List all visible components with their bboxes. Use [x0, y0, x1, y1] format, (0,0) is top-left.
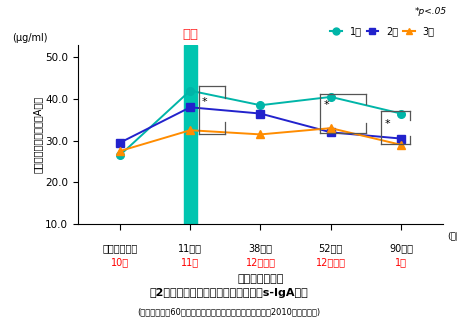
Text: *: * [385, 119, 391, 129]
Legend: 1組, 2組, 3組: 1組, 2組, 3組 [326, 23, 438, 41]
Bar [184, 45, 197, 224]
Text: (綿貢茉喜：第60回日本木材学会大会公開シンポジウム（2010）より抗粍): (綿貢茉喜：第60回日本木材学会大会公開シンポジウム（2010）より抗粍) [137, 307, 320, 316]
Text: 1月: 1月 [395, 257, 407, 267]
Text: 38日目: 38日目 [249, 244, 272, 253]
Text: (口薪): (口薪) [447, 231, 457, 240]
Text: 90日目: 90日目 [389, 244, 413, 253]
Text: 11日目: 11日目 [178, 244, 202, 253]
Text: *: * [202, 97, 208, 107]
Text: 12月下旬: 12月下旬 [316, 257, 346, 267]
Text: 52日目: 52日目 [319, 244, 343, 253]
Text: *p<.05: *p<.05 [415, 7, 447, 16]
Text: (μg/ml): (μg/ml) [12, 33, 48, 43]
Text: コントロール: コントロール [102, 244, 138, 253]
Text: 使用後経過日数: 使用後経過日数 [237, 274, 284, 284]
Text: 図2　小国スギ製の机・椅子の使用とs-IgA濃度: 図2 小国スギ製の机・椅子の使用とs-IgA濃度 [149, 288, 308, 298]
Text: 11月: 11月 [181, 257, 199, 267]
Text: 設置: 設置 [182, 28, 198, 41]
Text: 12月上旬: 12月上旬 [245, 257, 276, 267]
Text: *: * [324, 100, 329, 110]
Y-axis label: 分泌型免疫グロブリンA濃度: 分泌型免疫グロブリンA濃度 [32, 96, 42, 173]
Text: 10月: 10月 [111, 257, 129, 267]
